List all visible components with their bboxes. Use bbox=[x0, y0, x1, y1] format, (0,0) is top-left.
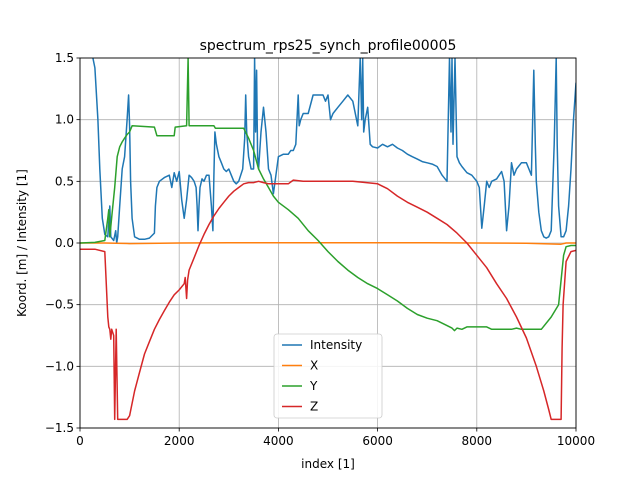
x-tick-label: 2000 bbox=[164, 434, 195, 448]
x-axis: 0 2000 4000 6000 8000 10000 bbox=[76, 428, 595, 448]
x-tick-label: 6000 bbox=[362, 434, 393, 448]
series-line-z bbox=[80, 179, 576, 421]
x-tick-label: 0 bbox=[76, 434, 84, 448]
y-axis-label: Koord. [m] / Intensity [1] bbox=[15, 169, 29, 317]
legend-label: Z bbox=[310, 400, 318, 414]
series-line-intensity bbox=[92, 58, 576, 244]
legend-label: Y bbox=[309, 379, 318, 393]
y-tick-label: −1.5 bbox=[45, 421, 74, 435]
legend-label: Intensity bbox=[310, 338, 362, 352]
series-line-y bbox=[80, 58, 576, 332]
x-tick-label: 4000 bbox=[263, 434, 294, 448]
legend-label: X bbox=[310, 359, 318, 373]
y-tick-label: 1.0 bbox=[55, 113, 74, 127]
y-tick-label: −0.5 bbox=[45, 298, 74, 312]
x-tick-label: 10000 bbox=[557, 434, 595, 448]
y-tick-label: 0.5 bbox=[55, 174, 74, 188]
series-line-x bbox=[80, 242, 576, 245]
chart-title: spectrum_rps25_synch_profile00005 bbox=[200, 38, 457, 54]
x-tick-label: 8000 bbox=[462, 434, 493, 448]
legend-box bbox=[273, 333, 383, 419]
y-axis: −1.5 −1.0 −0.5 0.0 0.5 1.0 1.5 bbox=[45, 51, 80, 435]
x-axis-label: index [1] bbox=[301, 457, 355, 471]
y-tick-label: 0.0 bbox=[55, 236, 74, 250]
y-tick-label: −1.0 bbox=[45, 359, 74, 373]
legend: Intensity XYZ bbox=[273, 333, 383, 419]
series-layer bbox=[80, 58, 576, 421]
y-tick-label: 1.5 bbox=[55, 51, 74, 65]
